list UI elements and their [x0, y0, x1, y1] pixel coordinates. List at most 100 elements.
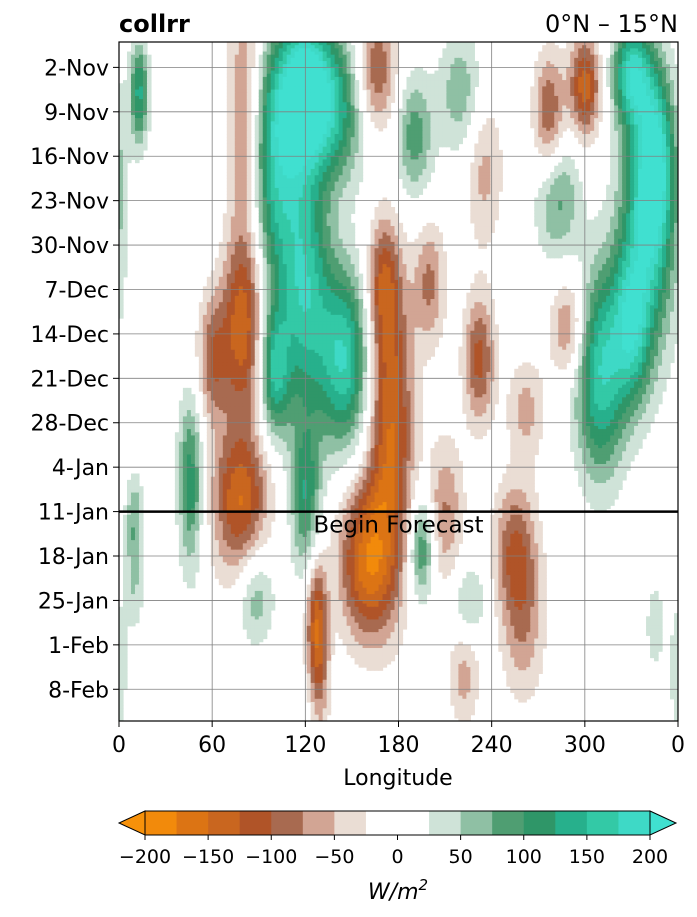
field-cell: [538, 67, 543, 72]
field-cell: [402, 111, 408, 116]
field-cell: [242, 114, 248, 119]
field-cell: [322, 102, 328, 107]
field-cell: [454, 83, 459, 88]
field-cell: [430, 137, 436, 141]
field-cell: [362, 61, 368, 65]
field-cell: [574, 111, 579, 116]
field-cell: [382, 83, 388, 88]
field-cell: [290, 140, 296, 145]
field-cell: [546, 130, 551, 135]
field-cell: [342, 146, 348, 151]
field-cell: [634, 76, 639, 81]
field-cell: [138, 108, 144, 113]
field-cell: [138, 89, 144, 94]
field-cell: [474, 76, 479, 81]
field-cell: [378, 48, 384, 53]
field-cell: [630, 57, 635, 62]
field-cell: [238, 51, 244, 56]
field-cell: [422, 137, 428, 141]
field-cell: [530, 124, 535, 129]
field-cell: [138, 118, 144, 122]
field-cell: [538, 130, 543, 135]
field-cell: [374, 99, 380, 103]
field-cell: [466, 105, 471, 110]
field-cell: [454, 108, 459, 113]
field-cell: [482, 140, 487, 145]
field-cell: [642, 143, 647, 148]
field-cell: [426, 140, 432, 145]
field-cell: [270, 102, 276, 107]
field-cell: [286, 51, 292, 56]
field-cell: [322, 45, 328, 49]
field-cell: [630, 86, 635, 91]
field-cell: [142, 89, 148, 94]
field-cell: [630, 111, 635, 116]
field-cell: [138, 57, 144, 62]
field-cell: [534, 89, 539, 94]
field-cell: [310, 146, 316, 151]
field-cell: [370, 67, 376, 72]
field-cell: [282, 124, 288, 129]
field-cell: [586, 54, 591, 59]
field-cell: [446, 143, 451, 148]
field-cell: [562, 76, 567, 81]
field-cell: [538, 140, 543, 145]
field-cell: [342, 111, 348, 116]
field-cell: [314, 61, 320, 65]
field-cell: [546, 105, 551, 110]
field-cell: [634, 70, 639, 75]
field-cell: [622, 124, 627, 129]
field-cell: [434, 118, 440, 122]
field-cell: [546, 140, 551, 145]
field-cell: [298, 76, 304, 81]
field-cell: [246, 137, 252, 141]
field-cell: [354, 130, 360, 135]
field-cell: [546, 54, 551, 59]
field-cell: [314, 130, 320, 135]
field-cell: [242, 89, 248, 94]
field-cell: [546, 57, 551, 62]
field-cell: [342, 134, 348, 138]
field-cell: [662, 83, 667, 88]
field-cell: [334, 45, 340, 49]
field-cell: [414, 73, 420, 78]
field-cell: [370, 99, 376, 103]
field-cell: [450, 64, 455, 68]
field-cell: [246, 83, 252, 88]
field-cell: [274, 51, 280, 56]
field-cell: [338, 92, 344, 97]
field-cell: [226, 137, 232, 141]
field-cell: [430, 105, 436, 110]
field-cell: [242, 140, 248, 145]
field-cell: [566, 92, 571, 97]
field-cell: [462, 111, 467, 116]
field-cell: [406, 137, 412, 141]
field-cell: [466, 48, 471, 53]
field-cell: [270, 70, 276, 75]
field-cell: [586, 111, 591, 116]
field-cell: [234, 67, 240, 72]
field-cell: [630, 54, 635, 59]
field-cell: [119, 121, 124, 126]
field-cell: [618, 45, 623, 49]
field-cell: [330, 102, 336, 107]
field-cell: [566, 114, 571, 119]
field-cell: [234, 143, 240, 148]
field-cell: [390, 89, 396, 94]
field-cell: [418, 83, 424, 88]
field-cell: [422, 80, 428, 84]
field-cell: [406, 134, 412, 138]
field-cell: [470, 102, 475, 107]
field-cell: [630, 130, 635, 135]
field-cell: [546, 146, 551, 151]
field-cell: [306, 54, 312, 59]
field-cell: [258, 121, 264, 126]
field-cell: [630, 45, 635, 49]
field-cell: [314, 70, 320, 75]
field-cell: [618, 54, 623, 59]
field-cell: [454, 134, 459, 138]
field-cell: [666, 54, 671, 59]
field-cell: [390, 73, 396, 78]
field-cell: [406, 86, 412, 91]
field-cell: [462, 76, 467, 81]
